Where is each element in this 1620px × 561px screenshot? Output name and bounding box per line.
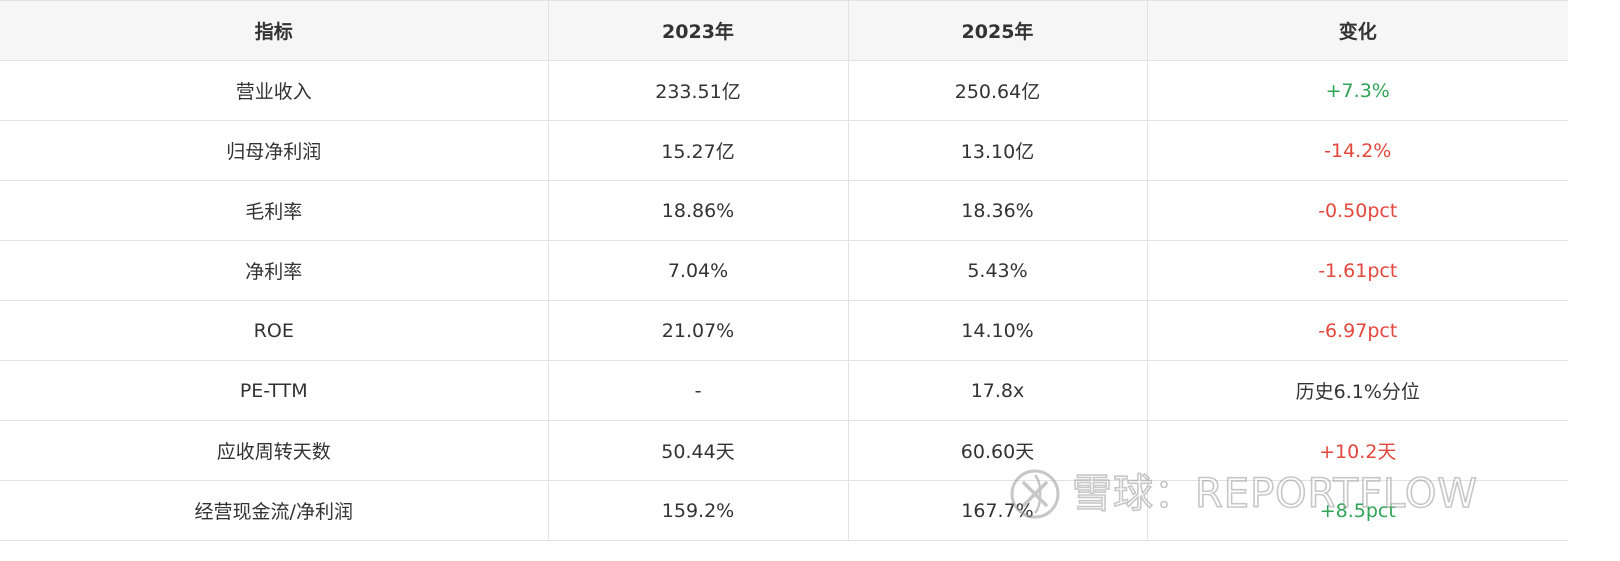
table-row: 营业收入 233.51亿 250.64亿 +7.3% — [0, 60, 1568, 121]
table-row: 经营现金流/净利润 159.2% 167.7% +8.5pct — [0, 480, 1568, 541]
cell-2025: 18.36% — [847, 180, 1148, 241]
cell-2025: 250.64亿 — [847, 60, 1148, 121]
cell-change: -1.61pct — [1146, 240, 1568, 301]
cell-2023: 233.51亿 — [547, 60, 849, 121]
cell-2025: 60.60天 — [847, 420, 1148, 481]
table-row: PE-TTM - 17.8x 历史6.1%分位 — [0, 360, 1568, 421]
cell-2023: 50.44天 — [547, 420, 849, 481]
table-row: 归母净利润 15.27亿 13.10亿 -14.2% — [0, 120, 1568, 181]
cell-2025: 14.10% — [847, 300, 1148, 361]
header-metric: 指标 — [0, 0, 549, 61]
cell-2023: 159.2% — [547, 480, 849, 541]
cell-metric: 经营现金流/净利润 — [0, 480, 549, 541]
cell-metric: 归母净利润 — [0, 120, 549, 181]
cell-metric: 净利率 — [0, 240, 549, 301]
table-row: ROE 21.07% 14.10% -6.97pct — [0, 300, 1568, 361]
table-row: 净利率 7.04% 5.43% -1.61pct — [0, 240, 1568, 301]
table-header-row: 指标 2023年 2025年 变化 — [0, 0, 1568, 61]
cell-2025: 17.8x — [847, 360, 1148, 421]
cell-2023: - — [547, 360, 849, 421]
cell-2023: 7.04% — [547, 240, 849, 301]
cell-2025: 5.43% — [847, 240, 1148, 301]
cell-metric: 毛利率 — [0, 180, 549, 241]
cell-2025: 167.7% — [847, 480, 1148, 541]
cell-change: 历史6.1%分位 — [1146, 360, 1568, 421]
cell-2023: 18.86% — [547, 180, 849, 241]
cell-metric: 应收周转天数 — [0, 420, 549, 481]
header-2025: 2025年 — [847, 0, 1148, 61]
cell-metric: 营业收入 — [0, 60, 549, 121]
cell-metric: ROE — [0, 300, 549, 361]
cell-change: +8.5pct — [1146, 480, 1568, 541]
cell-2023: 21.07% — [547, 300, 849, 361]
cell-change: -14.2% — [1146, 120, 1568, 181]
header-2023: 2023年 — [547, 0, 849, 61]
cell-change: +10.2天 — [1146, 420, 1568, 481]
metrics-table: 指标 2023年 2025年 变化 营业收入 233.51亿 250.64亿 +… — [0, 0, 1568, 541]
cell-change: +7.3% — [1146, 60, 1568, 121]
cell-metric: PE-TTM — [0, 360, 549, 421]
table-row: 毛利率 18.86% 18.36% -0.50pct — [0, 180, 1568, 241]
cell-2023: 15.27亿 — [547, 120, 849, 181]
cell-2025: 13.10亿 — [847, 120, 1148, 181]
header-change: 变化 — [1146, 0, 1568, 61]
cell-change: -6.97pct — [1146, 300, 1568, 361]
table-row: 应收周转天数 50.44天 60.60天 +10.2天 — [0, 420, 1568, 481]
cell-change: -0.50pct — [1146, 180, 1568, 241]
